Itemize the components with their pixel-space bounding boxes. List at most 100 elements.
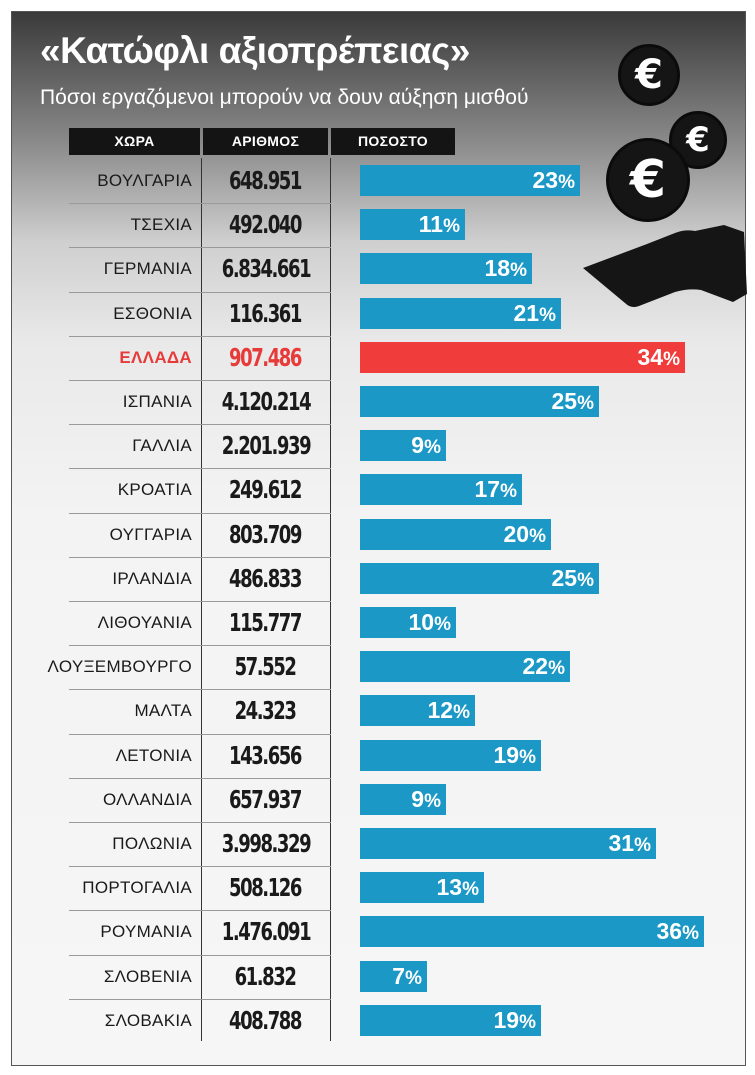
country-label: ΜΑΛΤΑ — [134, 701, 192, 721]
percent-bar: 31% — [360, 828, 656, 859]
chart-title: «Κατώφλι αξιοπρέπειας» — [40, 30, 470, 71]
percent-bar: 9% — [360, 430, 446, 462]
table-row: ΣΛΟΒΕΝΙΑ 61.832 7% — [0, 954, 755, 999]
chart-subtitle: Πόσοι εργαζόμενοι μπορούν να δουν αύξηση… — [40, 86, 529, 109]
worker-count: 803.709 — [229, 519, 302, 549]
table-row: ΛΙΘΟΥΑΝΙΑ 115.777 10% — [0, 601, 755, 645]
euro-coin-icon: € — [669, 111, 727, 169]
country-label: ΣΛΟΒΕΝΙΑ — [103, 966, 192, 986]
worker-count: 3.998.329 — [221, 829, 312, 858]
percent-bar: 17% — [360, 474, 522, 506]
table-row: ΡΟΥΜΑΝΙΑ 1.476.091 36% — [0, 910, 755, 954]
percent-bar: 23% — [360, 165, 580, 196]
percent-bar: 7% — [360, 960, 427, 992]
row-divider — [69, 601, 331, 602]
row-divider — [69, 998, 331, 1000]
percent-label: 36% — [656, 918, 700, 945]
table-row: ΛΕΤΟΝΙΑ 143.656 19% — [0, 733, 755, 778]
worker-count: 648.951 — [229, 166, 302, 195]
percent-bar: 9% — [360, 783, 446, 815]
table-row: ΕΣΘΟΝΙΑ 116.361 21% — [0, 291, 755, 336]
table-row: ΠΟΛΩΝΙΑ 3.998.329 31% — [0, 822, 755, 866]
column-header-number: ΑΡΙΘΜΟΣ — [203, 128, 328, 155]
worker-count: 61.832 — [234, 961, 297, 991]
worker-count: 24.323 — [234, 696, 297, 726]
percent-label: 17% — [474, 476, 518, 503]
percent-bar: 10% — [360, 607, 456, 638]
percent-label: 23% — [532, 167, 576, 193]
table-row: ΜΑΛΤΑ 24.323 12% — [0, 689, 755, 733]
worker-count: 2.201.939 — [221, 431, 312, 461]
row-divider — [69, 424, 331, 426]
percent-label: 7% — [392, 962, 422, 989]
percent-bar: 20% — [360, 518, 551, 550]
percent-label: 12% — [427, 697, 471, 724]
row-divider — [69, 203, 331, 205]
percent-bar: 18% — [360, 253, 532, 285]
worker-count: 115.777 — [229, 608, 302, 637]
percent-label: 34% — [637, 343, 681, 370]
percent-label: 31% — [608, 830, 652, 856]
row-divider — [69, 512, 331, 514]
country-label: ΓΕΡΜΑΝΙΑ — [103, 259, 192, 279]
worker-count: 6.834.661 — [221, 254, 312, 284]
country-label: ΕΣΘΟΝΙΑ — [113, 303, 192, 323]
table-row: ΤΣΕΧΙΑ 492.040 11% — [0, 203, 755, 247]
percent-label: 9% — [411, 785, 441, 812]
euro-coin-icon: € — [618, 44, 680, 106]
country-label: ΙΡΛΑΝΔΙΑ — [112, 568, 192, 588]
column-divider — [201, 158, 202, 1041]
country-label: ΓΑΛΛΙΑ — [132, 436, 192, 456]
table-row: ΓΕΡΜΑΝΙΑ 6.834.661 18% — [0, 247, 755, 291]
country-label: ΛΙΘΟΥΑΝΙΑ — [97, 613, 192, 632]
table-row: ΙΡΛΑΝΔΙΑ 486.833 25% — [0, 556, 755, 601]
percent-label: 13% — [436, 874, 480, 901]
percent-label: 21% — [513, 299, 557, 326]
country-label: ΡΟΥΜΑΝΙΑ — [100, 922, 192, 942]
table-row: ΓΑΛΛΙΑ 2.201.939 9% — [0, 424, 755, 468]
table-row: ΙΣΠΑΝΙΑ 4.120.214 25% — [0, 380, 755, 424]
row-divider — [69, 247, 331, 249]
percent-bar: 12% — [360, 695, 475, 727]
row-divider — [69, 954, 331, 956]
table-row: ΛΟΥΞΕΜΒΟΥΡΓΟ 57.552 22% — [0, 645, 755, 689]
percent-label: 25% — [551, 388, 595, 414]
percent-bar: 34% — [360, 341, 685, 373]
table-row: ΕΛΛΑΔΑ 907.486 34% — [0, 335, 755, 380]
worker-count: 249.612 — [229, 475, 302, 505]
euro-coin-icon: € — [606, 138, 690, 222]
percent-label: 10% — [408, 609, 452, 635]
worker-count: 1.476.091 — [221, 917, 312, 947]
country-label: ΙΣΠΑΝΙΑ — [122, 392, 192, 411]
row-divider — [69, 733, 331, 735]
table-row: ΒΟΥΛΓΑΡΙΑ 648.951 23% — [0, 159, 755, 203]
worker-count: 57.552 — [234, 652, 297, 682]
table-row: ΠΟΡΤΟΓΑΛΙΑ 508.126 13% — [0, 866, 755, 910]
percent-bar: 11% — [360, 209, 465, 241]
percent-bar: 22% — [360, 651, 570, 683]
row-divider — [69, 335, 331, 337]
country-label: ΕΛΛΑΔΑ — [119, 347, 192, 367]
country-label: ΠΟΛΩΝΙΑ — [112, 834, 192, 853]
percent-bar: 21% — [360, 297, 561, 329]
country-label: ΤΣΕΧΙΑ — [130, 215, 192, 235]
table-row: ΟΛΛΑΝΔΙΑ 657.937 9% — [0, 777, 755, 822]
worker-count: 408.788 — [229, 1005, 302, 1035]
percent-label: 19% — [493, 1006, 537, 1033]
percent-label: 25% — [551, 564, 595, 591]
row-divider — [69, 822, 331, 823]
country-label: ΛΟΥΞΕΜΒΟΥΡΓΟ — [47, 657, 192, 677]
row-divider — [69, 689, 331, 691]
worker-count: 657.937 — [229, 784, 302, 814]
row-divider — [69, 468, 331, 470]
percent-label: 20% — [503, 520, 547, 547]
row-divider — [69, 645, 331, 647]
worker-count: 4.120.214 — [221, 387, 312, 416]
percent-bar: 25% — [360, 386, 599, 417]
country-label: ΠΟΡΤΟΓΑΛΙΑ — [82, 878, 192, 898]
worker-count: 492.040 — [229, 210, 302, 240]
worker-count: 116.361 — [229, 298, 302, 328]
country-label: ΟΥΓΓΑΡΙΑ — [109, 524, 192, 544]
percent-label: 9% — [411, 432, 441, 459]
